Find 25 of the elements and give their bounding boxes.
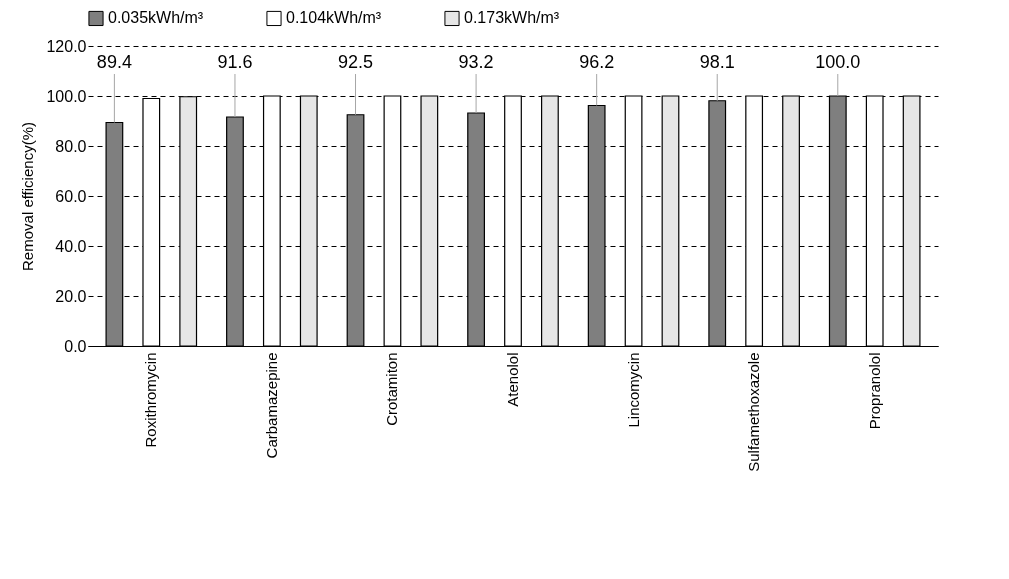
x-tick-label: Carbamazepine xyxy=(262,352,280,459)
data-label: 96.2 xyxy=(579,52,615,72)
data-label: 89.4 xyxy=(96,52,132,72)
data-label: 100.0 xyxy=(815,52,861,72)
y-tick-label: 60.0 xyxy=(55,187,87,205)
y-tick-label: 40.0 xyxy=(55,237,87,255)
x-tick-label: Roxithromycin xyxy=(142,352,160,448)
x-tick-label: Crotamiton xyxy=(383,352,401,426)
legend-label: 0.104kWh/m³ xyxy=(286,9,382,27)
y-tick-label: 20.0 xyxy=(55,287,87,305)
legend-label: 0.173kWh/m³ xyxy=(464,9,560,27)
data-label: 92.5 xyxy=(338,52,374,72)
y-tick-label: 120.0 xyxy=(46,37,87,55)
data-label: 91.6 xyxy=(217,52,253,72)
y-tick-label: 80.0 xyxy=(55,137,87,155)
x-tick-label: Atenolol xyxy=(504,352,521,407)
y-tick-label: 0.0 xyxy=(64,337,87,355)
x-tick-label: Propranolol xyxy=(865,352,883,430)
legend-label: 0.035kWh/m³ xyxy=(108,9,204,27)
x-tick-label: Sulfamethoxazole xyxy=(745,352,763,472)
data-label: 93.2 xyxy=(458,52,494,72)
y-tick-label: 100.0 xyxy=(46,87,87,105)
data-label: 98.1 xyxy=(699,52,735,72)
y-axis-title: Removal efficiency(%) xyxy=(19,122,37,271)
x-tick-label: Lincomycin xyxy=(624,352,642,428)
